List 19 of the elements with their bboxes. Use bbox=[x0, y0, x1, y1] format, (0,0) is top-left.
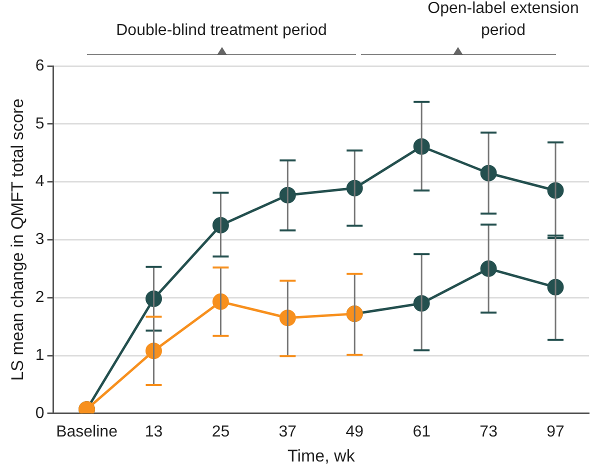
y-tick-label: 6 bbox=[35, 57, 44, 74]
y-tick-label: 0 bbox=[35, 404, 44, 422]
x-tick-label: 49 bbox=[346, 423, 364, 440]
x-tick-label: 13 bbox=[144, 423, 163, 440]
x-tick-label: 37 bbox=[278, 423, 297, 440]
y-tick-label: 1 bbox=[35, 346, 44, 364]
y-tick-label: 3 bbox=[35, 231, 44, 248]
x-tick-label: 97 bbox=[546, 423, 565, 440]
x-tick-label: 25 bbox=[212, 423, 230, 440]
y-axis-title: LS mean change in QMFT total score bbox=[8, 98, 27, 381]
y-tick-label: 2 bbox=[35, 289, 44, 306]
y-tick-label: 5 bbox=[35, 115, 44, 132]
y-tick-label: 4 bbox=[35, 173, 44, 190]
x-tick-label: 73 bbox=[480, 423, 498, 440]
text: Double-blind treatment period bbox=[115, 21, 328, 41]
text: Open-label extension period bbox=[426, 0, 580, 41]
x-axis-title: Time, wk bbox=[287, 446, 356, 466]
x-tick-label: Baseline bbox=[56, 423, 118, 440]
x-tick-label: 61 bbox=[412, 423, 431, 440]
